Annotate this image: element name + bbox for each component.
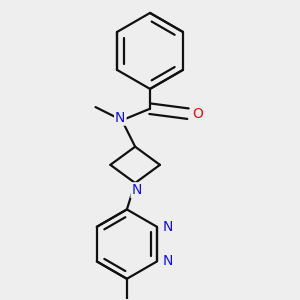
Text: O: O bbox=[192, 107, 203, 121]
Text: N: N bbox=[132, 183, 142, 197]
Text: N: N bbox=[115, 111, 125, 124]
Text: N: N bbox=[162, 220, 173, 234]
Text: N: N bbox=[162, 254, 173, 268]
